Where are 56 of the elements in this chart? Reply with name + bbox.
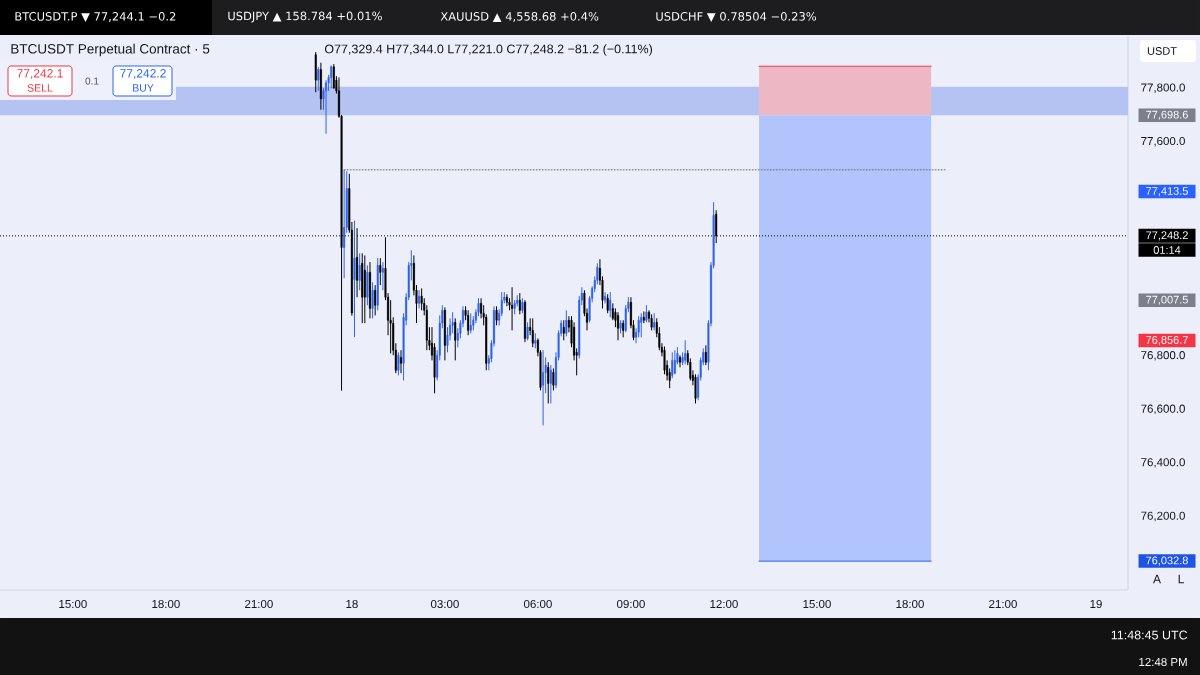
x-tick-label: 21:00 [989, 599, 1017, 609]
y-tick-label: 76,600.0 [1141, 404, 1185, 415]
annotation: 77,242.1 [17, 69, 63, 79]
annotation: 77,242.2 [120, 69, 166, 79]
text: 11:48:45 UTC [1111, 630, 1188, 640]
x-tick-label: 12:00 [710, 599, 738, 609]
y-tick-label: 77,800.0 [1141, 83, 1185, 93]
text: USDJPY ▲ 158.784 +0.01% [228, 11, 382, 23]
x-tick-label: 21:00 [245, 599, 273, 609]
y-tick-label: 76,800.0 [1141, 351, 1185, 361]
y-tick-label: 76,200.0 [1141, 511, 1185, 522]
x-tick-label: 19 [1090, 599, 1102, 609]
text: 77,413.5 [1146, 187, 1188, 197]
text: USDT [1147, 47, 1177, 55]
candlestick [467, 309, 470, 336]
text: BTCUSDT Perpetual Contract · 5 [11, 43, 210, 57]
x-tick-label: 15:00 [803, 599, 831, 609]
x-tick-label: 09:00 [616, 599, 645, 609]
candlestick [604, 291, 607, 304]
text: 12:48 PM [1139, 657, 1187, 667]
candlestick [694, 373, 697, 404]
annotation: BUY [133, 84, 154, 92]
x-tick-label: 03:00 [430, 599, 459, 609]
candlestick [317, 66, 320, 92]
text: 77,698.6 [1146, 110, 1188, 120]
candlestick [374, 284, 377, 316]
x-tick-label: 15:00 [59, 599, 87, 609]
candlestick [673, 349, 676, 375]
text: USDCHF ▼ 0.78504 −0.23% [656, 12, 817, 22]
text: O77,329.4 H77,344.0 L77,221.0 C77,248.2 −81.2 (−0.11%) [324, 44, 653, 56]
ref-line-label: 77,248.2 [1146, 231, 1188, 241]
text: 76,856.7 [1146, 336, 1188, 346]
candlestick [343, 169, 346, 279]
annotation: 0.1 [85, 77, 99, 85]
candlestick [565, 309, 568, 337]
text: XAUUSD ▲ 4,558.68 +0.4% [440, 12, 599, 22]
text: 76,032.8 [1146, 556, 1188, 566]
candlestick [552, 367, 555, 391]
x-tick-label: 18:00 [896, 599, 924, 609]
y-tick-label: 77,600.0 [1141, 136, 1185, 147]
text: 01:14 [1153, 246, 1181, 254]
candlestick [606, 293, 609, 314]
text: 77,007.5 [1146, 295, 1188, 305]
text: L [1178, 574, 1184, 584]
y-tick-label: 76,400.0 [1141, 458, 1185, 468]
x-tick-label: 18:00 [152, 599, 180, 609]
text: A [1153, 574, 1161, 584]
text: BTCUSDT.P ▼ 77,244.1 −0.2 [15, 12, 176, 22]
x-tick-label: 18 [346, 599, 358, 609]
candlestick [549, 364, 552, 404]
annotation: SELL [27, 84, 53, 92]
candlestick [325, 79, 328, 135]
candlestick [609, 291, 612, 318]
candlestick [547, 361, 550, 404]
x-tick-label: 06:00 [523, 599, 552, 609]
candlestick [671, 351, 674, 379]
